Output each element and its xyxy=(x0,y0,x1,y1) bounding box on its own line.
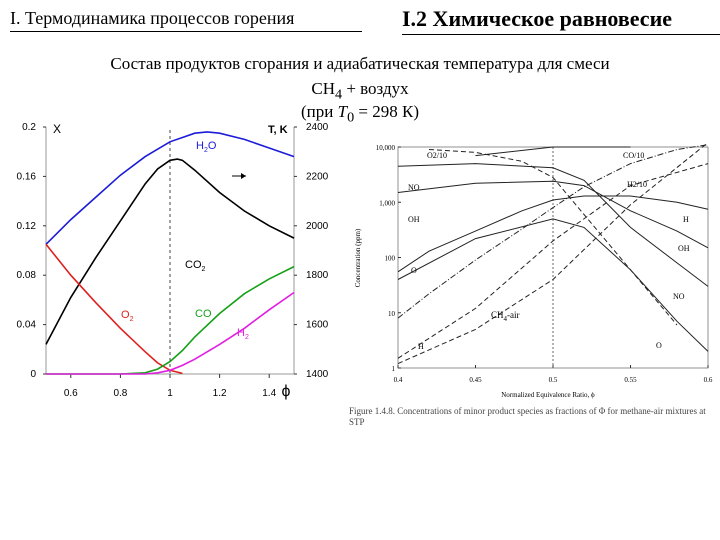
series-label-h2-10: H2/10 xyxy=(627,180,647,189)
subtitle-line1: Состав продуктов сгорания и адиабатическ… xyxy=(110,54,610,73)
figure-caption: Figure 1.4.8. Concentrations of minor pr… xyxy=(349,406,706,427)
series-h2o-line xyxy=(475,146,631,157)
series-oh-line xyxy=(397,180,709,249)
series-label-no: NO xyxy=(408,183,420,192)
series-o-line xyxy=(397,218,709,352)
series-h2o-line xyxy=(45,131,295,245)
left-axis-label: X xyxy=(53,122,61,136)
series-h-line xyxy=(397,195,709,273)
x-tick-label: 1.4 xyxy=(262,388,276,399)
y-tick-label: 100 xyxy=(385,255,396,263)
header-right-title: I.2 Химическое равновесие xyxy=(402,6,720,35)
x-tick-label: 1 xyxy=(167,388,173,399)
series-label-oh: OH xyxy=(408,215,420,224)
x-axis-label: ϕ xyxy=(282,383,291,400)
inset-label: CH4-air xyxy=(491,310,520,323)
series-no-line xyxy=(397,163,709,287)
x-tick-label: 0.45 xyxy=(469,376,482,384)
y-tick-label: 10 xyxy=(388,310,396,318)
series-label-h: H xyxy=(418,342,424,351)
y-tick-label: 0.08 xyxy=(17,270,37,281)
series-label-co-10: CO/10 xyxy=(623,151,644,160)
x-tick-label: 0.8 xyxy=(113,388,127,399)
x-tick-label: 0.6 xyxy=(704,376,713,384)
y-tick-label: 1 xyxy=(392,365,396,373)
y-tick-label: 0.16 xyxy=(17,171,37,182)
x-tick-label: 0.55 xyxy=(624,376,637,384)
y-tick-label: 0 xyxy=(30,369,36,380)
x-axis-label: Normalized Equivalence Ratio, ϕ xyxy=(501,391,595,399)
x-tick-label: 0.6 xyxy=(64,388,78,399)
subtitle-line2: CH4 + воздух xyxy=(311,79,409,103)
label-o2: O2 xyxy=(121,309,134,323)
y-tick-label: 10,000 xyxy=(376,144,396,152)
y2-tick-label: 2400 xyxy=(306,122,329,133)
series-t-line xyxy=(45,158,295,345)
y-tick-label: 0.12 xyxy=(17,221,37,232)
series-h2-10-line xyxy=(397,163,709,359)
x-tick-label: 0.5 xyxy=(549,376,558,384)
series-o2-line xyxy=(45,243,183,375)
y2-tick-label: 1600 xyxy=(306,320,329,331)
header-left-title: I. Термодинамика процессов горения xyxy=(10,8,362,32)
arrow-head-icon xyxy=(241,173,246,179)
x-tick-label: 1.2 xyxy=(213,388,227,399)
series-label-o: O xyxy=(411,266,417,275)
label-co: CO xyxy=(195,308,212,320)
series-label-o2-10: O2/10 xyxy=(427,151,447,160)
y-tick-label: 1,000 xyxy=(379,199,395,207)
y2-tick-label: 2000 xyxy=(306,221,329,232)
series-label-no: NO xyxy=(673,292,685,301)
label-co2: CO2 xyxy=(185,259,206,273)
y2-tick-label: 1800 xyxy=(306,270,329,281)
label-h2o: H2O xyxy=(196,140,217,154)
y2-tick-label: 1400 xyxy=(306,369,329,380)
y-tick-label: 0.2 xyxy=(22,122,36,133)
series-label-oh: OH xyxy=(678,244,690,253)
right-axis-label: T, K xyxy=(268,124,288,136)
series-label-o: O xyxy=(656,341,662,350)
y2-tick-label: 2200 xyxy=(306,171,329,182)
subtitle-line3: (при T0 = 298 К) xyxy=(301,102,419,126)
chart-left: 0.6 0.8 1 1.2 1.4 0 0.04 0.08 0.12 0.16 0.2 1400 160… xyxy=(17,122,329,400)
series-label-h: H xyxy=(683,215,689,224)
y-tick-label: 0.04 xyxy=(17,320,37,331)
series-co-10-line xyxy=(397,144,709,319)
chart-right: 0.4 0.45 0.5 0.55 0.6 1 10 100 1,000 10,000 Normal… xyxy=(354,142,713,399)
series-n-line xyxy=(397,142,709,365)
y-axis-label: Concentration (ppm) xyxy=(354,228,362,287)
series-h2-line xyxy=(46,291,295,375)
label-h2: H2 xyxy=(237,327,249,341)
x-tick-label: 0.4 xyxy=(394,376,403,384)
